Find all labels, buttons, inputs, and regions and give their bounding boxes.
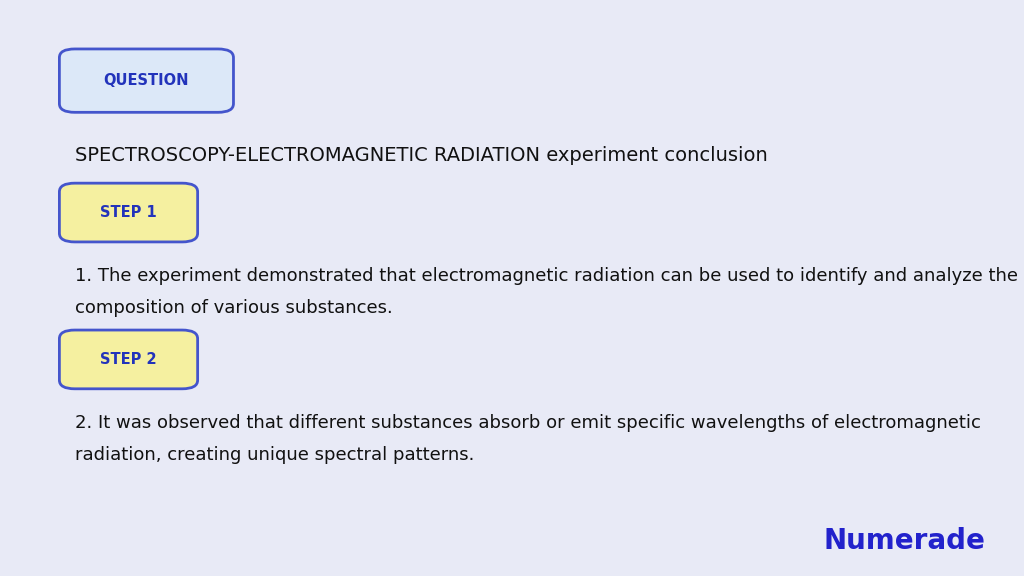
Text: Numerade: Numerade	[823, 528, 985, 555]
FancyBboxPatch shape	[59, 330, 198, 389]
Text: 2. It was observed that different substances absorb or emit specific wavelengths: 2. It was observed that different substa…	[75, 414, 981, 433]
Text: STEP 1: STEP 1	[100, 205, 157, 220]
Text: radiation, creating unique spectral patterns.: radiation, creating unique spectral patt…	[75, 446, 474, 464]
Text: composition of various substances.: composition of various substances.	[75, 299, 392, 317]
Text: 1. The experiment demonstrated that electromagnetic radiation can be used to ide: 1. The experiment demonstrated that elec…	[75, 267, 1018, 286]
Text: QUESTION: QUESTION	[103, 73, 189, 88]
Text: SPECTROSCOPY-ELECTROMAGNETIC RADIATION experiment conclusion: SPECTROSCOPY-ELECTROMAGNETIC RADIATION e…	[75, 146, 768, 165]
FancyBboxPatch shape	[59, 183, 198, 242]
FancyBboxPatch shape	[59, 49, 233, 112]
Text: STEP 2: STEP 2	[100, 352, 157, 367]
